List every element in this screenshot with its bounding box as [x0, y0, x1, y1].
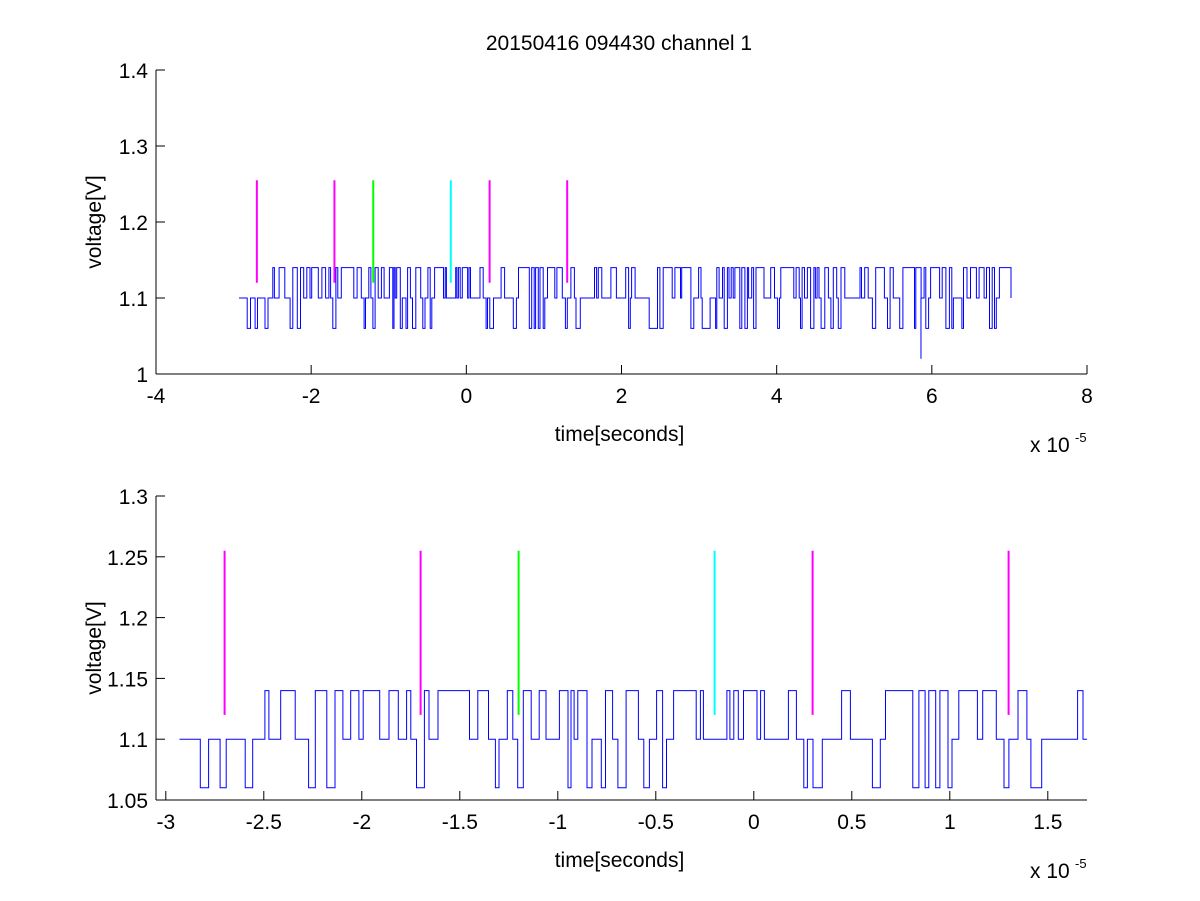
y-tick-label: 1 — [136, 364, 148, 387]
x-tick-label: -2 — [302, 385, 321, 408]
y-tick-label: 1.25 — [107, 547, 148, 570]
y-axis-label: voltage[V] — [83, 175, 106, 268]
x-tick-label: 0.5 — [837, 811, 866, 834]
y-tick-label: 1.05 — [107, 790, 148, 813]
x-tick-label: 1 — [944, 811, 956, 834]
bottom-plot: -3 -2.5 -2 -1.5 -1 -0.5 0 0.5 1 1.5 1.05 1.1 1.15 1.2… — [83, 486, 1087, 883]
top-plot: -4 -2 0 2 4 6 8 1 1.1 1.2 1.3 1.4 time[seconds] volta… — [83, 60, 1093, 457]
y-tick-label: 1.3 — [119, 486, 148, 509]
signal-trace — [179, 690, 1087, 789]
y-tick-label: 1.2 — [119, 212, 148, 235]
y-tick-label: 1.2 — [119, 608, 148, 631]
x-tick-label: -0.5 — [638, 811, 674, 834]
x-tick-label: 2 — [616, 385, 628, 408]
x-tick-label: 4 — [771, 385, 783, 408]
y-tick-label: 1.3 — [119, 136, 148, 159]
x-exponent-value: -5 — [1075, 430, 1087, 445]
signal-trace — [239, 267, 1012, 329]
x-tick-label: -3 — [156, 811, 175, 834]
y-axis-label: voltage[V] — [83, 601, 106, 694]
x-tick-label: -2 — [352, 811, 371, 834]
x-axis-label: time[seconds] — [555, 849, 685, 872]
x-tick-label: 8 — [1081, 385, 1093, 408]
x-axis-label: time[seconds] — [555, 423, 685, 446]
x-exponent-value: -5 — [1075, 856, 1087, 871]
x-tick-label: -2.5 — [246, 811, 282, 834]
y-tick-label: 1.1 — [119, 288, 148, 311]
x-exponent-label: x 10 — [1030, 860, 1070, 883]
x-tick-label: 6 — [926, 385, 938, 408]
y-tick-label: 1.15 — [107, 668, 148, 691]
x-tick-label: 0 — [748, 811, 760, 834]
x-tick-label: 0 — [460, 385, 472, 408]
y-tick-label: 1.1 — [119, 729, 148, 752]
x-tick-label: -1 — [548, 811, 567, 834]
x-exponent-label: x 10 — [1030, 434, 1070, 457]
figure-title: 20150416 094430 channel 1 — [486, 32, 752, 55]
x-tick-label: 1.5 — [1033, 811, 1062, 834]
y-tick-label: 1.4 — [119, 60, 149, 83]
x-tick-label: -1.5 — [442, 811, 478, 834]
x-tick-label: -4 — [147, 385, 166, 408]
